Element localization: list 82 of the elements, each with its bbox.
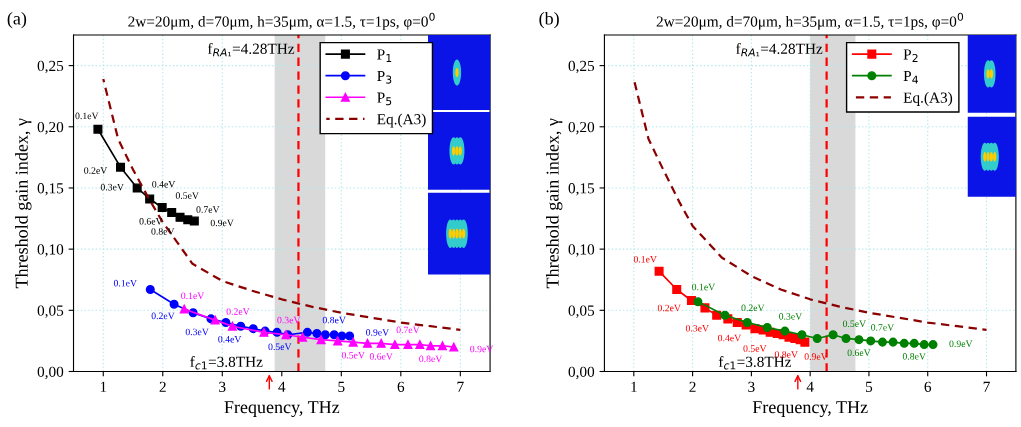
text: (a): [7, 11, 27, 29]
y-axis-title: Threshold gain index, γ: [545, 118, 563, 289]
annotation: 0.5eV: [842, 320, 866, 328]
annotation: 0.7eV: [396, 326, 420, 334]
ref-line-label: f$_{RA₁}$=4.28THz: [207, 42, 295, 57]
annotation: 0.8eV: [419, 355, 443, 363]
annotation: 0.9eV: [949, 340, 973, 348]
x-axis-title: Frequency, THz: [224, 401, 340, 417]
annotation: 0.5eV: [268, 343, 292, 351]
y-tick-label: 0,15: [37, 183, 64, 196]
annotation: 0.6eV: [847, 349, 871, 357]
legend-label: P$_{4}$: [903, 70, 918, 84]
x-tick-label: 2: [159, 381, 166, 392]
x-tick-label: 4: [278, 381, 286, 392]
annotation: 0.2eV: [741, 304, 765, 312]
annotation: 0.4eV: [718, 334, 742, 342]
annotation: 0.5eV: [743, 345, 767, 352]
annotation: 0.3eV: [185, 328, 209, 336]
x-tick-label: 7: [457, 381, 464, 392]
annotation: 0.3eV: [100, 183, 124, 191]
annotation: 0.2eV: [226, 308, 250, 315]
x-tick-label: 1: [100, 381, 107, 392]
legend-label: Eq.(A3): [377, 113, 426, 128]
y-tick-label: 0,00: [37, 366, 64, 380]
annotation: 0.1eV: [692, 283, 716, 291]
annotation: 0.9eV: [210, 219, 234, 227]
annotation: f$_{c1}$=3.8THz: [718, 356, 792, 370]
x-axis-title: Frequency, THz: [752, 401, 868, 417]
annotation: 0.5eV: [341, 351, 365, 359]
y-axis-title: Threshold gain index, γ: [15, 118, 32, 289]
annotation: 0.9eV: [366, 329, 390, 336]
y-tick-label: 0,20: [37, 121, 64, 135]
y-tick-label: 0,25: [37, 60, 64, 74]
x-tick-label: 4: [806, 381, 814, 392]
x-tick-label: 1: [631, 381, 637, 392]
annotation: f$_{c1}$=3.8THz: [190, 356, 263, 370]
annotation: 0.6eV: [139, 218, 163, 225]
annotation: 0.8eV: [774, 351, 798, 358]
annotation: 0.2eV: [657, 304, 681, 312]
annotation: 0.9eV: [804, 353, 828, 360]
legend-label: P$_{2}$: [903, 49, 918, 62]
x-tick-label: 3: [748, 381, 755, 392]
ref-line-label: f$_{RA₁}$=4.28THz: [736, 42, 823, 57]
y-tick-label: 0,05: [568, 305, 595, 318]
y-tick-label: 0,15: [568, 183, 595, 196]
annotation: 0.8eV: [902, 353, 926, 360]
x-tick-label: 3: [219, 381, 226, 392]
y-tick-label: 0,20: [568, 121, 595, 135]
x-tick-label: 7: [983, 381, 990, 392]
x-tick-label: 2: [689, 381, 696, 392]
y-tick-label: 0,00: [568, 366, 595, 380]
annotation: 0.1eV: [113, 279, 137, 287]
annotation: 0.3eV: [277, 316, 301, 324]
annotation: 0.2eV: [84, 167, 108, 174]
annotation: 0.2eV: [151, 312, 175, 320]
annotation: 0.1eV: [181, 292, 205, 300]
chart-title: 2w=20μm, d=70μm, h=35μm, α=1.5, τ=1ps, φ=0$^{0}$: [128, 12, 435, 30]
text: (b): [539, 11, 559, 29]
annotation: 0.3eV: [685, 324, 709, 332]
annotation: 0.5eV: [175, 192, 199, 199]
annotation: 0.7eV: [871, 324, 895, 331]
annotation: 0.6eV: [369, 353, 393, 360]
annotation: 0.3eV: [779, 313, 803, 320]
y-tick-label: 0,10: [568, 244, 595, 257]
annotation: 0.4eV: [152, 180, 176, 188]
x-tick-label: 6: [924, 381, 932, 392]
chart-title: 2w=20μm, d=70μm, h=35μm, α=1.5, τ=1ps, φ=0$^{0}$: [656, 12, 964, 30]
annotation: 0.4eV: [218, 335, 242, 343]
legend-label: P$_{1}$: [377, 49, 392, 62]
annotation: 0.1eV: [75, 112, 99, 120]
y-tick-label: 0,10: [37, 244, 64, 257]
x-tick-label: 6: [397, 381, 405, 392]
x-tick-label: 5: [338, 381, 345, 392]
annotation: 0.7eV: [196, 206, 220, 213]
x-tick-label: 5: [866, 381, 873, 392]
annotation: 0.1eV: [633, 255, 657, 263]
y-tick-label: 0,05: [37, 305, 64, 318]
annotation: 0.8eV: [322, 316, 346, 324]
y-tick-label: 0,25: [568, 60, 595, 74]
legend-label: P$_{5}$: [377, 92, 392, 106]
legend-label: Eq.(A3): [903, 92, 953, 106]
legend-label: P$_{3}$: [377, 70, 392, 84]
